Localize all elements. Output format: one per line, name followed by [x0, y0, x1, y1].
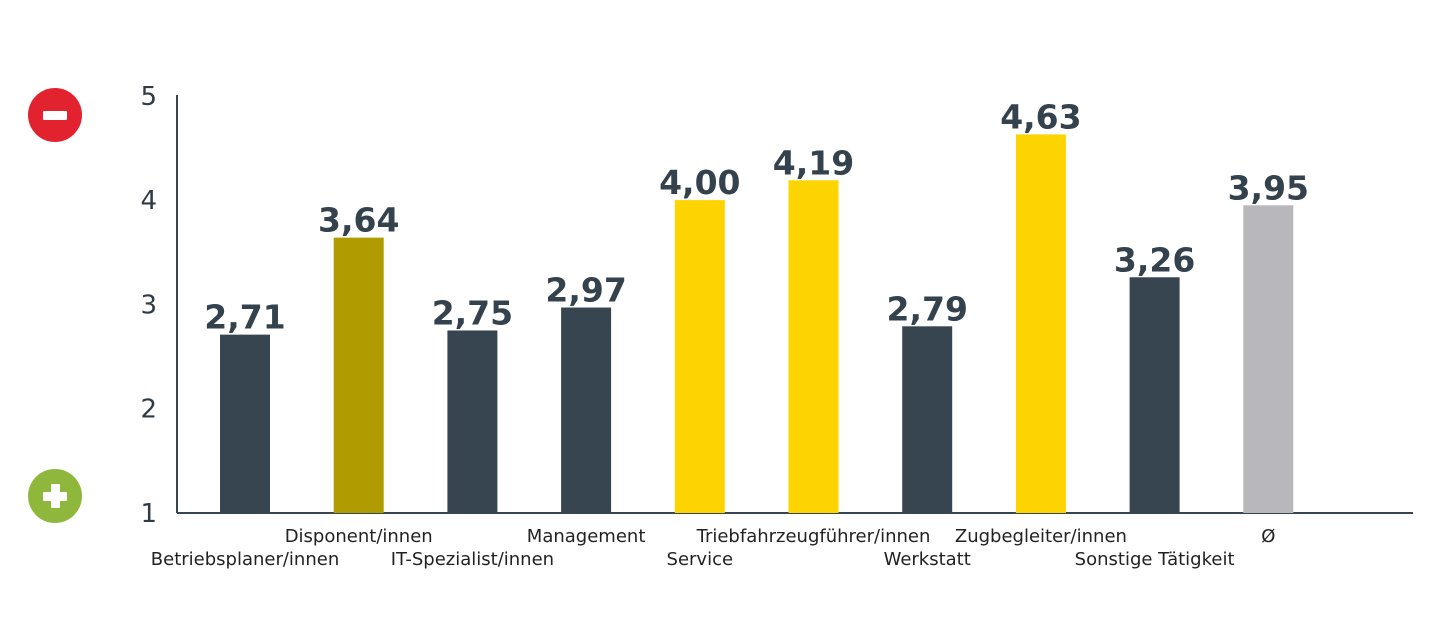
bar-value-label: 2,97 [545, 271, 626, 310]
category-label: Zugbegleiter/innen [955, 526, 1127, 547]
bar [1243, 205, 1294, 513]
category-label: Management [527, 526, 646, 547]
bar-value-label: 4,19 [773, 143, 854, 182]
bar [1129, 277, 1180, 513]
y-tick-label: 4 [140, 186, 157, 216]
bar [561, 307, 612, 513]
category-label: Service [667, 549, 734, 570]
bar-value-label: 4,00 [659, 163, 740, 202]
bar-value-label: 3,26 [1114, 240, 1195, 279]
bar [788, 180, 839, 513]
minus-icon [28, 88, 82, 142]
bar [447, 330, 498, 513]
bar [333, 237, 384, 513]
category-label: IT-Spezialist/innen [391, 549, 554, 570]
bar-value-label: 2,71 [204, 298, 285, 337]
bar-value-label: 4,63 [1000, 97, 1081, 136]
bar [220, 334, 270, 513]
category-label: Ø [1261, 526, 1275, 547]
category-label: Betriebsplaner/innen [151, 549, 339, 570]
plus-icon [28, 469, 82, 523]
category-label: Werkstatt [884, 549, 971, 570]
bar-value-label: 2,79 [886, 289, 967, 328]
bar-value-label: 2,75 [432, 293, 513, 332]
y-tick-label: 5 [140, 82, 157, 112]
category-label: Triebfahrzeugführer/innen [696, 526, 931, 547]
category-label: Sonstige Tätigkeit [1075, 549, 1235, 570]
bar [1015, 134, 1066, 514]
y-tick-label: 3 [140, 290, 157, 320]
bar [902, 326, 953, 513]
bar-value-label: 3,95 [1228, 168, 1309, 207]
y-tick-label: 2 [140, 395, 157, 425]
bar-value-label: 3,64 [318, 201, 399, 240]
bar [674, 200, 725, 513]
y-tick-label: 1 [140, 499, 157, 529]
category-label: Disponent/innen [285, 526, 433, 547]
